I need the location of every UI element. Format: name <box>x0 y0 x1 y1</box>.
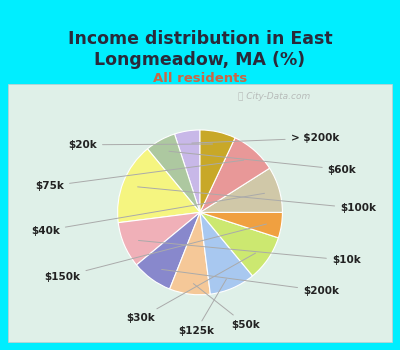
Wedge shape <box>200 212 278 276</box>
Wedge shape <box>200 212 282 238</box>
Text: $200k: $200k <box>162 270 339 296</box>
Text: Income distribution in East
Longmeadow, MA (%): Income distribution in East Longmeadow, … <box>68 30 332 69</box>
Wedge shape <box>174 130 200 212</box>
Text: $60k: $60k <box>169 151 356 175</box>
Wedge shape <box>200 168 282 212</box>
Text: $150k: $150k <box>44 224 266 282</box>
Text: $40k: $40k <box>31 193 264 236</box>
Wedge shape <box>200 138 270 212</box>
Text: $20k: $20k <box>68 140 212 150</box>
Wedge shape <box>118 212 200 265</box>
Wedge shape <box>136 212 200 289</box>
Text: $75k: $75k <box>35 160 244 191</box>
Wedge shape <box>118 149 200 223</box>
Text: $10k: $10k <box>138 240 361 265</box>
FancyBboxPatch shape <box>8 84 392 342</box>
Wedge shape <box>148 134 200 212</box>
Wedge shape <box>200 212 252 294</box>
Text: $125k: $125k <box>178 279 226 336</box>
Text: All residents: All residents <box>153 72 247 85</box>
Text: $100k: $100k <box>138 187 376 213</box>
Text: > $200k: > $200k <box>192 133 339 143</box>
Text: ⓘ City-Data.com: ⓘ City-Data.com <box>238 92 310 101</box>
Text: $50k: $50k <box>193 284 260 329</box>
Wedge shape <box>200 130 235 212</box>
Wedge shape <box>170 212 210 295</box>
Text: $30k: $30k <box>126 253 256 323</box>
